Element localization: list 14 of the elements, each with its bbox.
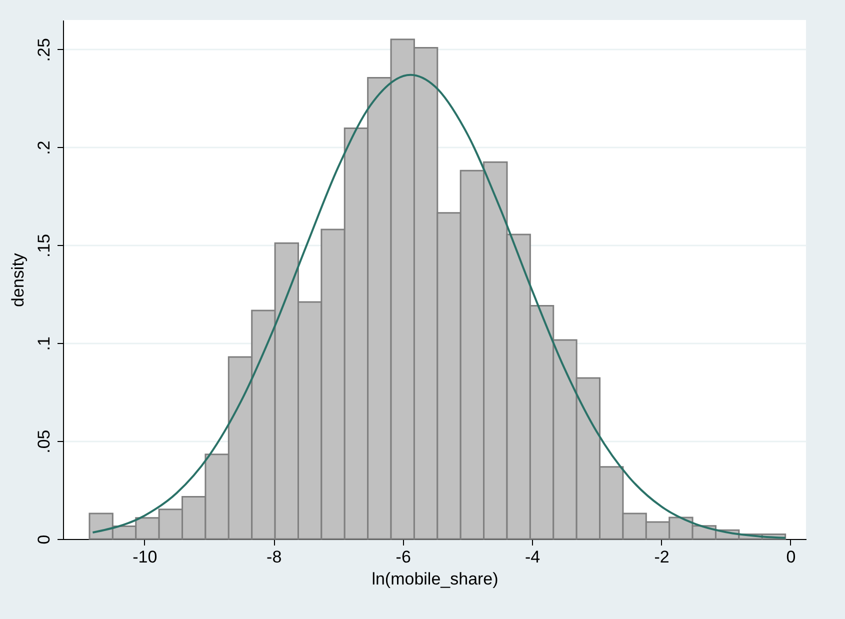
x-tick-label: -10 xyxy=(132,548,158,566)
y-tick-label: .25 xyxy=(34,38,54,62)
x-axis-title: ln(mobile_share) xyxy=(372,570,498,588)
y-tick-label: .05 xyxy=(34,430,54,454)
x-tick-label: -8 xyxy=(266,548,282,566)
x-tick-label: -2 xyxy=(654,548,670,566)
y-tick-label: .1 xyxy=(34,336,54,351)
x-tick-label: -6 xyxy=(396,548,411,566)
y-tick-label: .2 xyxy=(34,140,54,155)
y-tick-label: .15 xyxy=(34,234,54,258)
y-tick-label: 0 xyxy=(34,534,54,544)
y-axis-title: density xyxy=(8,252,28,307)
x-tick-label: 0 xyxy=(786,548,796,566)
x-tick-label: -4 xyxy=(524,548,540,566)
